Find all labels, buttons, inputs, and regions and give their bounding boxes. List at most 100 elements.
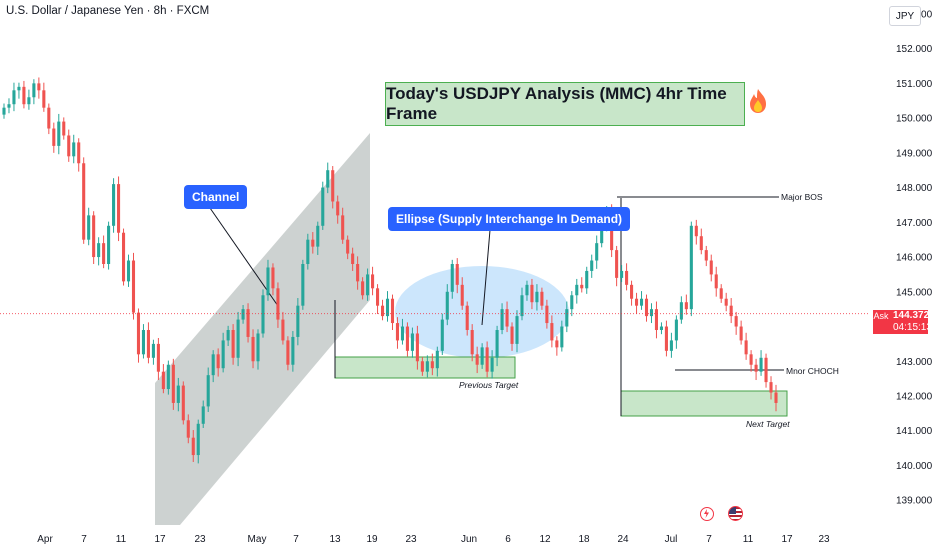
candle (495, 325, 499, 367)
candle-body (400, 326, 404, 341)
candle (201, 400, 205, 428)
candle (42, 82, 46, 112)
candle (226, 325, 230, 346)
candle (321, 181, 325, 230)
candle (102, 235, 106, 269)
x-tick-label: Jul (665, 534, 678, 545)
candle-body (540, 291, 544, 306)
candle-body (380, 305, 385, 317)
candle (739, 320, 743, 345)
x-tick-label: 23 (194, 534, 206, 545)
y-tick-label: 142.000 (896, 392, 932, 403)
candle (87, 207, 91, 246)
currency-label[interactable]: JPY (889, 6, 921, 26)
candle (191, 430, 195, 462)
x-tick-label: 11 (743, 534, 754, 545)
y-tick-label: 146.000 (896, 253, 932, 264)
x-tick-label: 6 (505, 534, 511, 545)
candle (251, 329, 255, 369)
x-tick-label: 17 (154, 534, 166, 545)
candle (231, 324, 235, 365)
candle-body (17, 86, 21, 91)
candle-body (664, 326, 668, 351)
candle (181, 381, 185, 425)
candle-body (131, 260, 136, 313)
candle-body (415, 333, 419, 362)
candle (376, 284, 380, 315)
candle (47, 103, 51, 135)
candle (595, 235, 599, 269)
candle-body (550, 323, 554, 341)
candle-body (82, 163, 86, 240)
candle-body (261, 295, 265, 334)
major-bos-label: Major BOS (781, 192, 823, 202)
candle (470, 324, 474, 362)
x-tick-label: 13 (329, 534, 341, 545)
time-axis-panel[interactable] (0, 528, 870, 550)
candle-body (450, 264, 454, 292)
candle (749, 350, 753, 372)
candle (385, 291, 390, 322)
price-axis-panel[interactable] (870, 0, 932, 550)
candle (535, 284, 539, 311)
candle-body (42, 90, 46, 108)
candle (585, 266, 589, 294)
candle-body (256, 333, 260, 362)
candle-body (296, 305, 300, 337)
candle (7, 98, 11, 114)
candle (27, 89, 31, 110)
candle (694, 219, 698, 245)
candle (146, 322, 150, 364)
candle-body (555, 340, 559, 348)
candle-body (719, 288, 723, 299)
candle (420, 357, 424, 376)
y-tick-label: 148.000 (896, 183, 932, 194)
candle-body (12, 90, 16, 105)
candle-body (311, 239, 315, 247)
candle-body (734, 316, 738, 327)
candle (77, 138, 81, 172)
x-tick-label: 17 (781, 534, 793, 545)
candle-body (590, 260, 594, 271)
candle (744, 332, 748, 360)
candle-body (141, 330, 146, 355)
candle (356, 256, 360, 290)
candle-body (112, 184, 116, 226)
candle (644, 294, 649, 322)
candle-body (610, 211, 614, 251)
candle-body (774, 392, 778, 403)
candle-body (545, 305, 549, 324)
candle (435, 346, 439, 377)
candle-body (92, 215, 96, 258)
candle (166, 360, 170, 395)
candle-body (166, 364, 170, 390)
y-tick-label: 151.000 (896, 79, 932, 90)
candle-body (455, 264, 459, 285)
candle-body (525, 284, 529, 296)
y-tick-label: 152.000 (896, 44, 932, 55)
candle-body (535, 291, 539, 303)
candle (72, 134, 76, 164)
candle (301, 259, 305, 310)
bar-countdown: 04:15:13 (893, 322, 932, 333)
minor-choch-label: Mnor CHOCH (786, 366, 839, 376)
x-tick-label: 7 (81, 534, 87, 545)
lightning-icon[interactable] (700, 507, 714, 521)
candle-body (196, 423, 200, 456)
candle-body (495, 330, 499, 358)
candle-body (440, 319, 444, 351)
us-flag-icon[interactable] (728, 506, 743, 521)
candle-body (171, 364, 175, 403)
candle-body (97, 243, 101, 258)
candle-body (430, 361, 434, 369)
candle (281, 311, 285, 345)
candle-body (356, 264, 360, 282)
candle-body (276, 288, 280, 320)
candle-body (505, 309, 509, 327)
candle-body (181, 385, 185, 421)
candle-body (161, 371, 165, 390)
candle-body (67, 135, 71, 157)
candle-body (769, 382, 773, 393)
candle (276, 282, 280, 328)
